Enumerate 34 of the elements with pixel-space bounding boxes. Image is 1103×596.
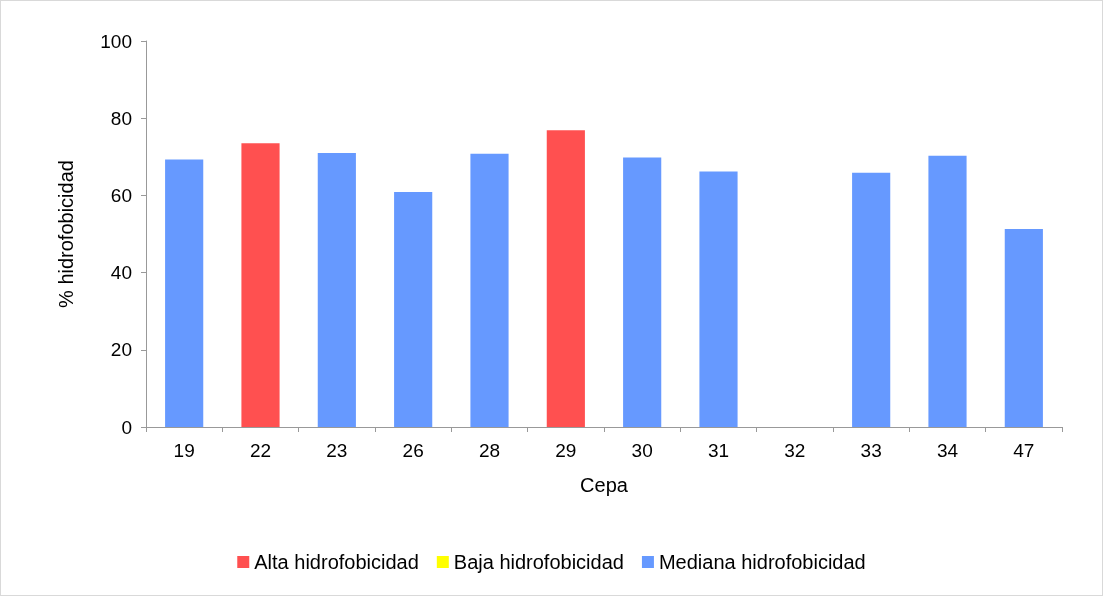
y-axis-title: % hidrofobicidad bbox=[55, 160, 77, 308]
x-tick-label: 33 bbox=[860, 440, 882, 461]
x-tick-label: 47 bbox=[1013, 440, 1035, 461]
y-tick-label: 100 bbox=[100, 30, 132, 52]
bar bbox=[1004, 228, 1043, 427]
x-axis-title: Cepa bbox=[580, 474, 629, 496]
bar bbox=[546, 130, 585, 427]
legend-label: Baja hidrofobicidad bbox=[453, 551, 624, 573]
y-tick-label: 0 bbox=[121, 416, 132, 438]
bar bbox=[241, 143, 280, 427]
legend-label: Mediana hidrofobicidad bbox=[658, 551, 866, 573]
y-tick-label: 80 bbox=[110, 107, 132, 129]
y-tick-label: 20 bbox=[110, 339, 132, 361]
y-tick-label: 60 bbox=[110, 184, 132, 206]
y-tick-label: 40 bbox=[110, 262, 132, 284]
bar bbox=[623, 157, 662, 427]
x-tick-label: 23 bbox=[326, 440, 348, 461]
x-tick-label: 31 bbox=[707, 440, 730, 461]
bar bbox=[928, 155, 967, 427]
bar bbox=[699, 171, 738, 427]
x-tick-label: 19 bbox=[173, 440, 195, 461]
x-tick-label: 28 bbox=[478, 440, 501, 461]
x-tick-label: 29 bbox=[555, 440, 577, 461]
x-tick-label: 26 bbox=[402, 440, 424, 461]
legend-label: Alta hidrofobicidad bbox=[254, 551, 419, 573]
x-tick-label: 34 bbox=[936, 440, 959, 461]
x-tick-label: 30 bbox=[631, 440, 653, 461]
x-tick-label: 32 bbox=[784, 440, 806, 461]
bar bbox=[394, 191, 433, 427]
x-tick-label: 22 bbox=[249, 440, 272, 461]
bar bbox=[470, 153, 509, 427]
bar bbox=[165, 159, 204, 427]
bar bbox=[317, 152, 356, 427]
bar bbox=[852, 172, 891, 427]
